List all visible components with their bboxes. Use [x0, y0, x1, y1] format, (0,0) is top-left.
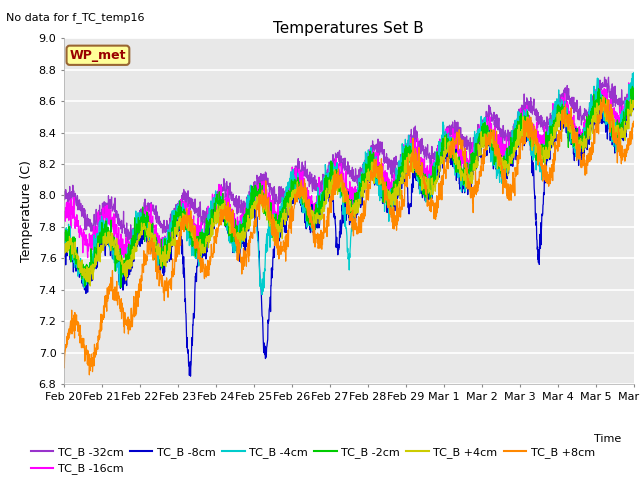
Y-axis label: Temperature (C): Temperature (C): [20, 160, 33, 262]
Title: Temperatures Set B: Temperatures Set B: [273, 21, 424, 36]
Text: No data for f_TC_temp16: No data for f_TC_temp16: [6, 12, 145, 23]
Text: Time: Time: [593, 434, 621, 444]
Legend: TC_B -32cm, TC_B -16cm, TC_B -8cm, TC_B -4cm, TC_B -2cm, TC_B +4cm, TC_B +8cm: TC_B -32cm, TC_B -16cm, TC_B -8cm, TC_B …: [31, 447, 595, 474]
Text: WP_met: WP_met: [70, 49, 126, 62]
